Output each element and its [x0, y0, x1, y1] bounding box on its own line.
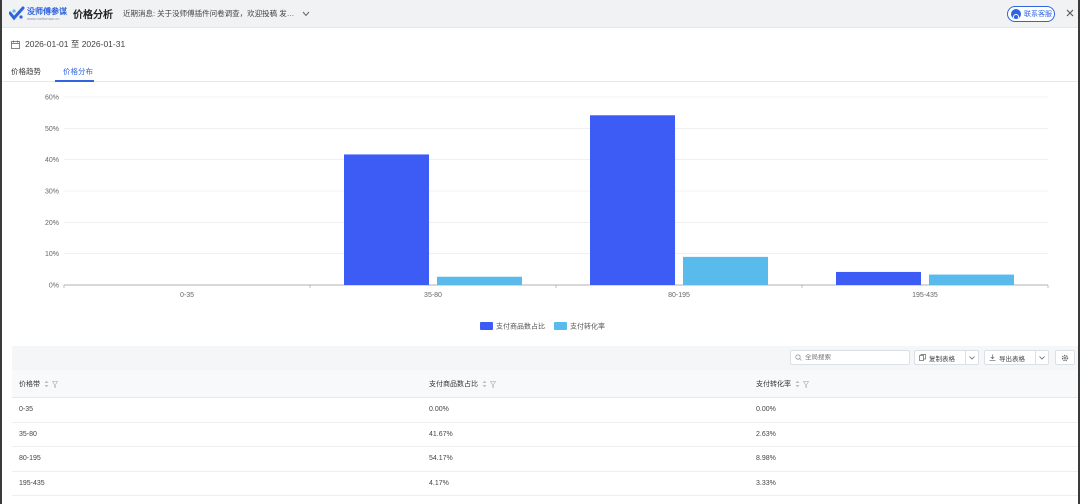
table-row: 80-195 54.17% 8.98%	[12, 447, 1078, 472]
headset-icon	[1011, 9, 1021, 19]
bar-conversion-rate	[683, 256, 768, 285]
notice-text[interactable]: 近期消息: 关于没师傅插件问卷调查，欢迎投稿 发…	[123, 9, 295, 18]
chevron-down-icon	[969, 355, 975, 360]
table-cell: 0.00%	[756, 406, 776, 413]
bar-payment-items-share	[836, 271, 921, 285]
filter-icon[interactable]	[490, 380, 496, 388]
filter-icon[interactable]	[803, 380, 809, 388]
tab-price-trend[interactable]: 价格趋势	[11, 67, 41, 76]
calendar-icon	[11, 40, 20, 49]
contact-support-button[interactable]: 联系客服	[1007, 6, 1055, 22]
table-cell: 3.33%	[756, 479, 776, 487]
logo-name: 没师傅参谋	[27, 6, 67, 16]
table-cell: 2.63%	[756, 430, 776, 438]
data-table: 价格带 支付商品数占比 支付转化率 0	[12, 370, 1078, 496]
logo-url: www.meifumao.cn	[27, 15, 60, 21]
date-range-text: 2026-01-01 至 2026-01-31	[25, 39, 126, 49]
column-header-label: 支付商品数占比	[429, 381, 478, 388]
copy-table-button[interactable]: 复制表格	[914, 350, 979, 365]
table-cell: 0-35	[19, 406, 34, 413]
column-header-conversion-rate[interactable]: 支付转化率	[756, 379, 809, 389]
tab-price-distribution[interactable]: 价格分布	[63, 67, 93, 76]
table-cell: 4.17%	[429, 479, 449, 487]
table-cell: 80-195	[19, 455, 41, 462]
y-tick-label: 60%	[45, 95, 59, 102]
copy-options-dropdown[interactable]	[965, 351, 978, 364]
gear-icon	[1061, 354, 1069, 361]
table-cell: 0.00%	[429, 406, 449, 413]
export-table-label: 导出表格	[999, 355, 1025, 363]
table-toolbar: 复制表格 导出表格	[12, 346, 1078, 370]
table-header: 价格带 支付商品数占比 支付转化率	[12, 370, 1078, 398]
copy-table-label: 复制表格	[929, 355, 955, 363]
table-row: 35-80 41.67% 2.63%	[12, 423, 1078, 447]
y-tick-label: 10%	[45, 251, 59, 258]
contact-support-label: 联系客服	[1024, 11, 1052, 18]
y-tick-label: 50%	[45, 126, 59, 133]
legend-swatch	[480, 322, 493, 330]
date-range[interactable]: 2026-01-01 至 2026-01-31	[11, 38, 125, 50]
y-tick-label: 30%	[45, 189, 59, 196]
bar-payment-items-share	[590, 115, 675, 285]
bar-payment-items-share	[344, 154, 429, 285]
bar-conversion-rate	[437, 276, 522, 285]
column-header-label: 支付转化率	[756, 381, 791, 388]
table-cell: 35-80	[19, 430, 37, 438]
column-header-label: 价格带	[19, 381, 40, 388]
column-header-price-band[interactable]: 价格带	[19, 379, 58, 389]
page-title: 价格分析	[73, 10, 113, 21]
table-cell: 195-435	[19, 479, 45, 487]
export-options-dropdown[interactable]	[1035, 351, 1048, 364]
chevron-down-icon[interactable]	[302, 11, 310, 17]
x-tick-label: 35-80	[424, 292, 442, 299]
legend-label: 支付商品数占比	[496, 322, 545, 331]
close-icon[interactable]	[1065, 8, 1075, 18]
sort-icon[interactable]	[44, 380, 49, 388]
export-table-button[interactable]: 导出表格	[984, 350, 1049, 365]
y-tick-label: 0%	[49, 283, 59, 290]
sort-icon[interactable]	[795, 380, 800, 388]
search-input[interactable]	[805, 354, 905, 361]
sort-icon[interactable]	[482, 380, 487, 388]
x-tick-label: 195-435	[912, 292, 938, 299]
table-settings-button[interactable]	[1055, 350, 1075, 365]
search-field[interactable]	[790, 350, 910, 365]
table-cell: 8.98%	[756, 455, 776, 462]
copy-icon	[919, 354, 926, 361]
download-icon	[989, 354, 996, 361]
column-header-payment-items-share[interactable]: 支付商品数占比	[429, 379, 496, 389]
table-row: 0-35 0.00% 0.00%	[12, 398, 1078, 423]
x-tick-label: 0-35	[180, 292, 194, 299]
legend-label: 支付转化率	[570, 322, 605, 331]
chevron-down-icon	[1039, 355, 1045, 360]
price-distribution-chart: 0% 10% 20% 30% 40% 50% 60% 0-35 35-80 80-195 195-4…	[45, 95, 1049, 331]
table-cell: 54.17%	[429, 455, 453, 462]
legend-swatch	[554, 322, 567, 330]
filter-icon[interactable]	[52, 380, 58, 388]
top-bar: 没师傅参谋 www.meifumao.cn 价格分析 近期消息: 关于没师傅插件…	[2, 0, 1078, 28]
tab-bar: 价格趋势 价格分布	[2, 62, 1078, 82]
x-tick-label: 80-195	[668, 292, 690, 299]
active-tab-indicator	[55, 80, 94, 82]
search-icon	[795, 354, 802, 361]
bar-conversion-rate	[929, 274, 1014, 285]
table-cell: 41.67%	[429, 430, 453, 438]
logo-icon	[9, 6, 25, 20]
table-row: 195-435 4.17% 3.33%	[12, 472, 1078, 496]
y-tick-label: 40%	[45, 157, 59, 164]
logo: 没师傅参谋 www.meifumao.cn	[9, 6, 69, 22]
y-tick-label: 20%	[45, 220, 59, 227]
